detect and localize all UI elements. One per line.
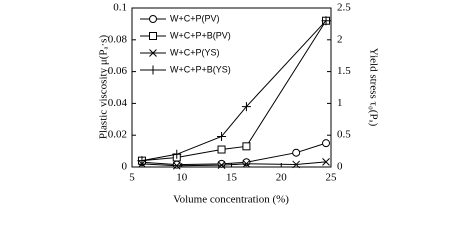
legend-label: W+C+P+B(PV) <box>170 30 231 40</box>
y-tick-label: 0.08 <box>108 33 128 45</box>
marker <box>172 160 181 169</box>
x-tick-label: 15 <box>226 172 238 184</box>
legend-label: W+C+P(YS) <box>170 47 220 57</box>
series-line <box>141 20 327 162</box>
marker <box>217 159 226 168</box>
marker <box>217 145 226 154</box>
marker <box>292 160 301 169</box>
y-tick-label: 0.02 <box>108 129 127 141</box>
marker <box>217 161 226 169</box>
y-tick-label: 0.04 <box>108 97 128 109</box>
y-tick-label: 0 <box>122 161 128 173</box>
series-line <box>141 20 327 162</box>
marker <box>322 158 330 166</box>
marker <box>321 16 331 26</box>
x-tick-label: 10 <box>176 172 188 184</box>
marker <box>172 161 181 170</box>
marker <box>217 131 227 141</box>
series-line <box>141 161 327 167</box>
marker <box>242 158 251 167</box>
legend-marker <box>149 15 157 23</box>
marker <box>137 156 147 166</box>
y2-tick-label: 2 <box>337 33 343 45</box>
series-line <box>141 142 327 166</box>
y2-tick-label: 1 <box>337 97 343 109</box>
plot-frame <box>131 7 332 168</box>
marker <box>242 159 251 168</box>
y-tick-label: 0.06 <box>108 65 128 77</box>
page: Volume concentration (%) Plastic viscosi… <box>97 1 380 206</box>
y-tick-label: 0.1 <box>113 2 127 14</box>
y2-axis-label: Yield stress τ₀(Pₐ) <box>367 48 379 127</box>
x-tick-label: 5 <box>129 172 135 184</box>
legend-label: W+C+P(PV) <box>170 13 220 23</box>
y-axis-label: Plastic viscosity μ(Pₐ·s) <box>98 35 110 140</box>
legend-marker <box>149 32 157 40</box>
y2-tick-label: 1.5 <box>337 65 351 77</box>
x-axis-label: Volume concentration (%) <box>173 194 289 206</box>
x-tick-label: 20 <box>276 172 288 184</box>
legend-marker <box>148 65 158 75</box>
x-tick-label: 25 <box>326 172 338 184</box>
marker <box>292 148 301 157</box>
y2-tick-label: 2.5 <box>337 2 351 14</box>
y2-tick-label: 0 <box>337 161 343 173</box>
legend-marker <box>149 49 157 57</box>
marker <box>172 149 182 159</box>
marker <box>322 139 331 148</box>
legend-label: W+C+P+B(YS) <box>170 64 231 74</box>
marker <box>242 142 251 151</box>
y2-tick-label: 0.5 <box>337 129 351 141</box>
marker <box>241 102 251 112</box>
chart: Volume concentration (%) Plastic viscosi… <box>98 2 380 206</box>
